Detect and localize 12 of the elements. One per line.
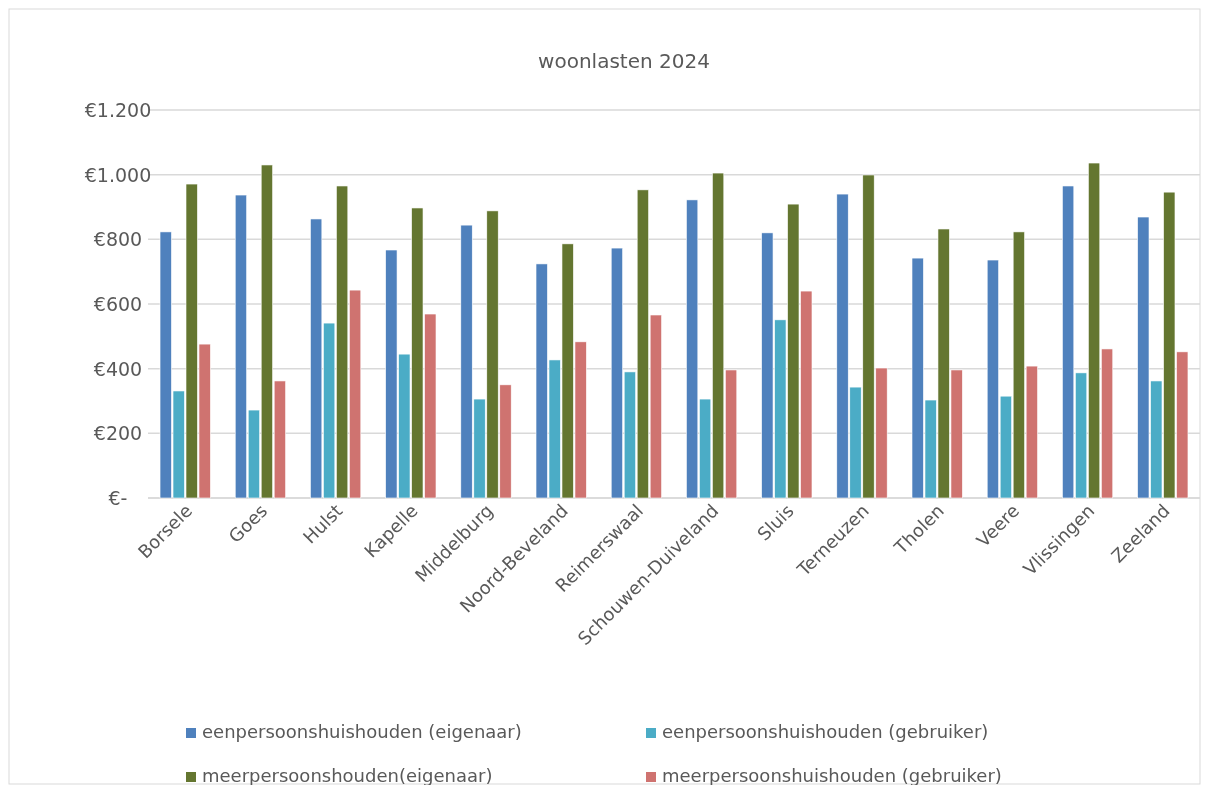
- legend-label: meerpersoonshouden(eigenaar): [202, 765, 493, 786]
- chart-title: woonlasten 2024: [538, 49, 710, 73]
- legend-label: eenpersoonshuishouden (eigenaar): [202, 721, 522, 742]
- legend-label: eenpersoonshuishouden (gebruiker): [662, 721, 989, 742]
- y-tick-label: €1.000: [84, 163, 152, 186]
- y-tick-label: €600: [93, 293, 143, 315]
- y-tick-label: €800: [93, 228, 143, 251]
- y-tick-label: €400: [93, 357, 143, 380]
- legend-label: meerpersoonshuishouden (gebruiker): [662, 765, 1002, 786]
- y-tick-label: €-: [108, 487, 128, 509]
- y-tick-label: €200: [93, 422, 143, 445]
- y-tick-label: €1.200: [84, 99, 152, 121]
